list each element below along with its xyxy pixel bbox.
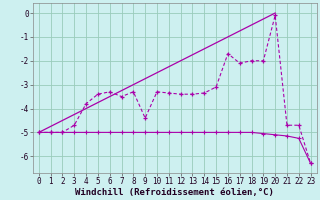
X-axis label: Windchill (Refroidissement éolien,°C): Windchill (Refroidissement éolien,°C) xyxy=(75,188,274,197)
